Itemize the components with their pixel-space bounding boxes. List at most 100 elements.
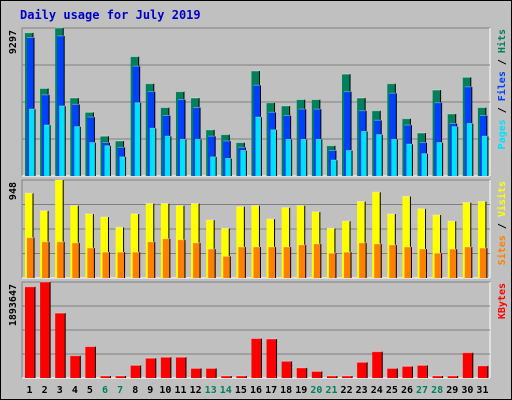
bar-sites-day-31 [479, 247, 488, 278]
bar-sites-day-6 [102, 251, 110, 278]
bar-kbytes-day-9 [145, 357, 157, 378]
chart-title: Daily usage for July 2019 [20, 8, 201, 22]
bar-kbytes-day-29 [447, 375, 459, 378]
bar-kbytes-day-19 [296, 367, 308, 378]
panel-visits: 948 Sites / Visits [8, 179, 508, 279]
bar-pages-day-31 [481, 135, 489, 176]
bar-pages-day-28 [436, 142, 444, 176]
bar-pages-day-21 [330, 159, 338, 176]
bar-pages-day-20 [315, 138, 323, 176]
bar-kbytes-day-7 [115, 375, 127, 378]
bar-sites-day-11 [177, 239, 186, 278]
bar-pages-day-27 [421, 153, 429, 176]
bar-sites-day-21 [328, 252, 337, 278]
bar-pages-day-18 [285, 138, 293, 176]
bar-sites-day-2 [42, 241, 50, 278]
bar-pages-day-4 [74, 126, 81, 176]
bar-kbytes-day-31 [477, 365, 489, 378]
legend-hits-part-2: Files [496, 71, 508, 101]
panel-hits: 9297 Pages / Files / Hits [8, 27, 508, 177]
bar-pages-day-25 [391, 138, 398, 176]
legend-visits-part-1: / [497, 217, 508, 235]
x-tick-label-30: 30 [461, 385, 473, 396]
x-tick-label-9: 9 [147, 385, 153, 396]
bar-sites-day-1 [27, 237, 35, 278]
bar-kbytes-day-16 [251, 337, 262, 378]
bar-sites-day-30 [464, 246, 473, 278]
bars-hits [25, 27, 489, 177]
bar-kbytes-day-28 [432, 375, 444, 378]
bar-pages-day-14 [225, 157, 232, 176]
legend-kbytes-part-0: KBytes [497, 283, 508, 319]
bar-kbytes-day-2 [40, 281, 51, 378]
bar-sites-day-10 [162, 238, 171, 278]
bar-kbytes-day-5 [85, 346, 96, 378]
x-tick-label-18: 18 [280, 385, 292, 396]
bar-kbytes-day-23 [357, 361, 368, 378]
bar-sites-day-12 [193, 242, 201, 278]
bar-kbytes-day-25 [387, 367, 398, 378]
bar-sites-day-13 [208, 248, 216, 278]
x-tick-label-12: 12 [190, 385, 202, 396]
x-tick-label-16: 16 [250, 385, 262, 396]
bar-sites-day-18 [283, 246, 292, 278]
bar-kbytes-day-27 [417, 364, 429, 378]
bar-pages-day-7 [119, 156, 127, 176]
bar-pages-day-23 [361, 130, 368, 176]
bar-pages-day-22 [346, 150, 353, 176]
x-tick-label-5: 5 [87, 385, 93, 396]
bar-kbytes-day-11 [175, 356, 187, 378]
bar-kbytes-day-4 [70, 355, 81, 378]
bar-sites-day-5 [87, 247, 95, 278]
bar-kbytes-day-14 [221, 375, 232, 378]
x-tick-label-13: 13 [205, 385, 217, 396]
bars-visits [25, 179, 488, 278]
x-tick-label-1: 1 [27, 385, 33, 396]
legend-visits: Sites / Visits [496, 181, 508, 265]
x-tick-label-21: 21 [325, 385, 337, 396]
bar-sites-day-16 [253, 246, 261, 278]
bar-sites-day-23 [359, 242, 367, 278]
bar-pages-day-1 [29, 108, 36, 176]
bars-kbytes [25, 281, 489, 378]
bar-pages-day-24 [376, 134, 383, 176]
y-max-label-kbytes: 1893647 [8, 284, 19, 326]
bar-pages-day-13 [210, 156, 217, 176]
x-tick-label-26: 26 [401, 385, 413, 396]
x-tick-label-27: 27 [416, 385, 428, 396]
bar-pages-day-11 [179, 138, 187, 176]
bar-kbytes-day-18 [281, 360, 293, 378]
bar-sites-day-15 [238, 246, 246, 278]
bar-sites-day-26 [404, 246, 412, 278]
x-tick-label-8: 8 [132, 385, 138, 396]
x-tick-label-24: 24 [371, 385, 383, 396]
x-tick-label-7: 7 [117, 385, 123, 396]
y-max-label-hits: 9297 [8, 30, 19, 54]
x-tick-label-3: 3 [57, 385, 63, 396]
bar-pages-day-3 [59, 105, 66, 176]
bar-pages-day-9 [149, 127, 157, 176]
x-axis-labels: 1 2 3 4 5 6 7 8 9 10 11 12 13 14 15 16 17 18 19 20 21 22 23 24 2… [27, 385, 489, 396]
legend-kbytes: KBytes [497, 283, 508, 319]
bar-pages-day-29 [451, 126, 459, 176]
bar-kbytes-day-21 [326, 375, 338, 378]
bar-kbytes-day-26 [402, 365, 413, 378]
bar-sites-day-17 [268, 246, 277, 278]
x-tick-label-23: 23 [356, 385, 368, 396]
bar-pages-day-5 [89, 142, 96, 176]
bar-pages-day-17 [270, 129, 278, 176]
bar-kbytes-day-8 [130, 364, 142, 378]
bar-sites-day-19 [298, 244, 307, 278]
bar-pages-day-16 [255, 116, 262, 176]
bar-kbytes-day-10 [160, 356, 172, 378]
x-tick-label-31: 31 [476, 385, 488, 396]
x-tick-label-25: 25 [386, 385, 398, 396]
bar-sites-day-28 [434, 252, 443, 278]
legend-hits-part-3: / [497, 53, 508, 71]
bar-sites-day-20 [313, 243, 322, 278]
bar-sites-day-3 [57, 241, 65, 278]
panel-kbytes: 1893647 KBytes [8, 281, 508, 379]
bar-kbytes-day-3 [55, 312, 66, 378]
x-tick-label-10: 10 [159, 385, 171, 396]
